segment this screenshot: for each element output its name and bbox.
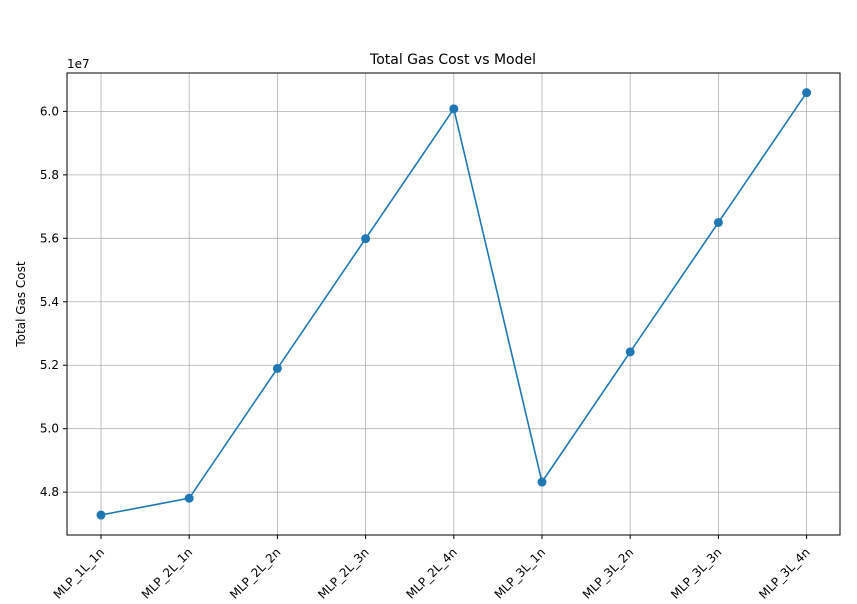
series-layer (96, 88, 812, 520)
data-point (361, 234, 371, 244)
data-point (184, 493, 194, 503)
x-tick-label: MLP_2L_3n (315, 545, 371, 600)
chart-title: Total Gas Cost vs Model (369, 52, 536, 68)
y-tick-label: 5.2 (40, 358, 59, 372)
y-tick-label: 4.8 (40, 485, 59, 499)
y-tick-label: 5.4 (40, 295, 59, 309)
y-tick-label: 5.0 (40, 422, 59, 436)
data-point (713, 217, 723, 227)
x-tick-label: MLP_3L_3n (668, 545, 724, 600)
x-tick-label: MLP_1L_1n (51, 545, 107, 600)
y-tick-label: 5.8 (40, 168, 59, 182)
data-point (96, 510, 106, 520)
y-axis-label: Total Gas Cost (14, 261, 28, 348)
x-tick-label: MLP_3L_1n (492, 545, 548, 600)
grid (67, 73, 840, 535)
y-tick-label: 5.6 (40, 231, 59, 245)
x-axis: MLP_1L_1n MLP_2L_1n MLP_2L_2n MLP_2L_3n MLP_… (51, 535, 813, 602)
x-tick-label: MLP_3L_2n (580, 545, 636, 600)
x-tick-label: MLP_2L_1n (139, 545, 195, 600)
data-point (449, 104, 459, 114)
y-axis: 4.8 5.0 5.2 5.4 5.6 5.8 6.0 (40, 104, 67, 499)
y-tick-label: 6.0 (40, 104, 59, 118)
x-tick-label: MLP_2L_4n (403, 545, 459, 600)
data-point (272, 363, 282, 373)
x-tick-label: MLP_3L_4n (756, 545, 812, 600)
data-point (625, 347, 635, 357)
data-point (537, 477, 547, 487)
data-point (802, 88, 812, 98)
x-tick-label: MLP_2L_2n (227, 545, 283, 600)
y-axis-offset-label: 1e7 (67, 57, 90, 71)
